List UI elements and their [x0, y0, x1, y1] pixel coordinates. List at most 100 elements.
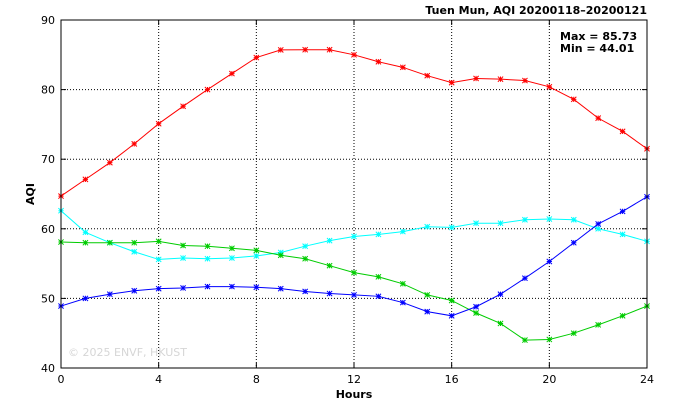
data-point	[375, 58, 382, 65]
series-4	[58, 193, 650, 319]
data-point	[497, 320, 504, 327]
y-tick-label: 40	[41, 362, 55, 375]
data-point	[82, 239, 89, 246]
data-point	[277, 46, 284, 53]
data-point	[302, 288, 309, 295]
data-point	[180, 103, 187, 110]
data-point	[424, 308, 431, 315]
data-point	[131, 140, 138, 147]
data-point	[497, 220, 504, 227]
data-point	[521, 77, 528, 84]
data-point	[399, 64, 406, 71]
data-point	[228, 283, 235, 290]
data-point	[253, 252, 260, 259]
data-point	[473, 303, 480, 310]
data-point	[155, 238, 162, 245]
x-tick-label: 16	[445, 373, 459, 386]
data-point	[277, 252, 284, 259]
x-tick-label: 8	[253, 373, 260, 386]
data-point	[546, 216, 553, 223]
data-point	[424, 72, 431, 79]
data-point	[619, 231, 626, 238]
series-3	[58, 238, 650, 344]
data-point	[619, 128, 626, 135]
data-point	[82, 176, 89, 183]
data-point	[253, 247, 260, 254]
data-point	[106, 159, 113, 166]
y-tick-label: 80	[41, 84, 55, 97]
data-point	[399, 228, 406, 235]
data-point	[228, 245, 235, 252]
x-tick-label: 12	[347, 373, 361, 386]
data-point	[595, 220, 602, 227]
data-point	[448, 79, 455, 86]
max-annotation: Max = 85.73	[560, 30, 637, 43]
axis-ticks: 0 4 8 12 16 20 24 40 50 60 70 80 90	[41, 14, 654, 386]
x-tick-label: 24	[640, 373, 654, 386]
y-tick-label: 60	[41, 223, 55, 236]
data-point	[204, 243, 211, 250]
data-point	[595, 321, 602, 328]
data-point	[351, 269, 357, 276]
data-point	[473, 75, 480, 82]
data-point	[253, 284, 260, 291]
data-point	[155, 285, 162, 292]
data-point	[521, 275, 528, 282]
data-point	[497, 291, 504, 298]
data-point	[570, 216, 577, 223]
data-point	[326, 262, 333, 269]
data-point	[326, 290, 333, 297]
data-point	[302, 46, 309, 53]
data-point	[375, 273, 382, 280]
data-point	[521, 337, 528, 344]
chart-series	[58, 46, 650, 344]
data-point	[302, 243, 309, 250]
watermark-text: © 2025 ENVF, HKUST	[68, 346, 187, 359]
y-axis-label: AQI	[24, 183, 37, 205]
data-point	[351, 291, 357, 298]
data-point	[521, 216, 528, 223]
data-point	[595, 225, 602, 232]
data-point	[253, 54, 260, 61]
data-point	[106, 291, 113, 298]
x-axis-label: Hours	[336, 388, 373, 401]
data-point	[619, 312, 626, 319]
data-point	[595, 115, 602, 122]
data-point	[399, 299, 406, 306]
data-point	[473, 310, 480, 316]
data-point	[204, 255, 211, 262]
data-point	[82, 295, 89, 302]
y-tick-label: 50	[41, 292, 55, 305]
data-point	[228, 70, 235, 77]
data-point	[619, 208, 626, 215]
x-tick-label: 4	[155, 373, 162, 386]
data-point	[351, 233, 357, 240]
data-point	[570, 330, 577, 337]
data-point	[277, 285, 284, 292]
data-point	[497, 76, 504, 83]
series-2	[58, 207, 650, 263]
data-point	[180, 285, 187, 291]
data-point	[375, 231, 382, 238]
data-point	[546, 83, 553, 90]
data-point	[424, 291, 431, 298]
min-annotation: Min = 44.01	[560, 42, 634, 55]
chart-grid	[61, 20, 647, 368]
x-tick-label: 0	[58, 373, 65, 386]
data-point	[228, 255, 235, 261]
data-point	[180, 255, 187, 261]
data-point	[570, 96, 577, 103]
data-point	[473, 220, 480, 227]
data-point	[546, 336, 553, 343]
data-point	[82, 229, 89, 236]
data-point	[326, 46, 333, 53]
data-point	[131, 239, 138, 246]
data-point	[570, 239, 577, 246]
data-point	[448, 312, 455, 319]
data-point	[155, 120, 162, 127]
data-point	[351, 51, 357, 58]
data-point	[131, 248, 138, 255]
data-point	[424, 223, 431, 230]
data-point	[546, 258, 553, 265]
